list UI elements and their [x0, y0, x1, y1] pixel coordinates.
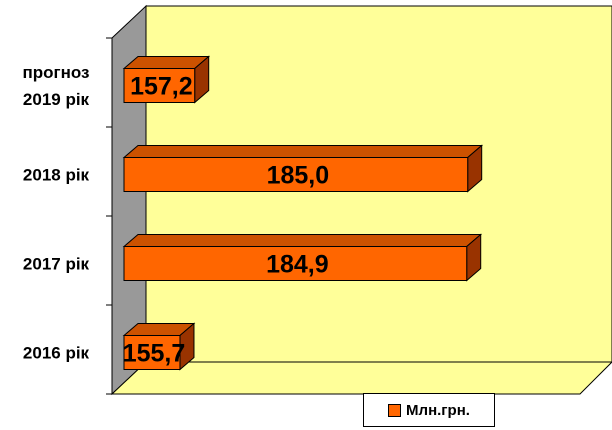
- plot-floor: [110, 361, 612, 395]
- bar-value-label: 157,2: [130, 73, 193, 101]
- bar-value-label: 185,0: [267, 162, 330, 190]
- category-label: 2017 рік: [23, 255, 90, 274]
- bar: [122, 144, 484, 193]
- legend-swatch: [388, 403, 402, 417]
- bar-front-face: [123, 68, 196, 103]
- bar-front-face: [123, 246, 468, 281]
- bar-front-face: [123, 335, 181, 370]
- bar: [122, 322, 196, 371]
- bar-top-face: [122, 145, 484, 158]
- bar-value-label: 184,9: [266, 251, 329, 279]
- bar-value-label: 155,7: [123, 340, 186, 368]
- bar-front-face: [123, 157, 469, 192]
- bar: [122, 55, 211, 104]
- category-label: прогноз: [23, 63, 90, 82]
- category-label: 2016 рік: [23, 344, 90, 363]
- bar-top-face: [122, 234, 483, 247]
- bar: [122, 233, 483, 282]
- legend-label: Млн.грн.: [406, 401, 470, 419]
- category-label: 2018 рік: [23, 166, 90, 185]
- legend: Млн.грн.: [363, 393, 495, 427]
- category-label: 2019 рік: [23, 90, 90, 109]
- bar-top-face: [122, 56, 211, 69]
